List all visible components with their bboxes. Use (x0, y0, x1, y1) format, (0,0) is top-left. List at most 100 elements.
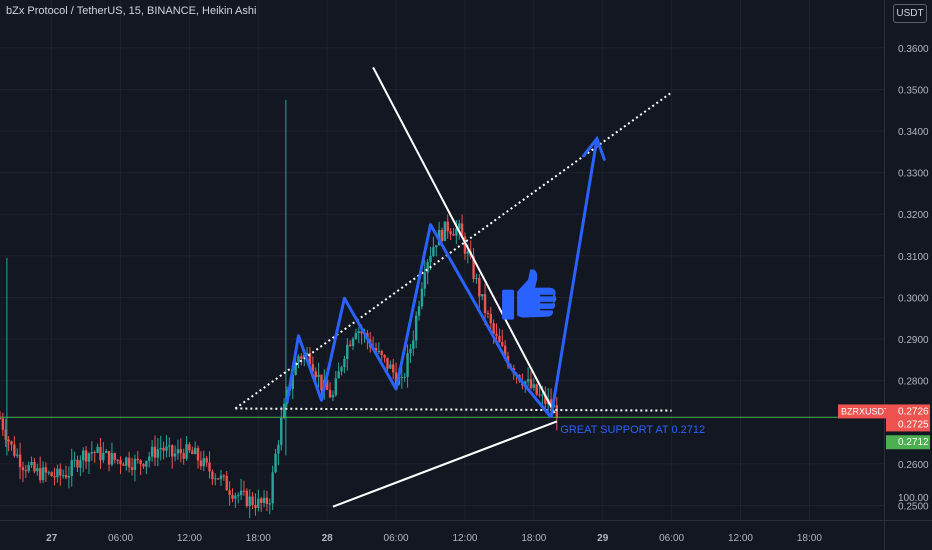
candle-body (414, 315, 418, 341)
candle-body (119, 459, 122, 465)
thumbs-up-icon (502, 269, 557, 320)
candle-body (104, 451, 108, 453)
x-tick-label: 12:00 (177, 533, 202, 544)
candle-body (202, 458, 205, 467)
candle-body (156, 449, 160, 458)
candle-body (191, 450, 194, 455)
price-label: 0.2726 (898, 406, 929, 417)
candle-body (351, 338, 355, 346)
candle-body (340, 367, 343, 372)
candle-body (389, 364, 392, 369)
candle-body (409, 348, 412, 354)
candle-body (383, 355, 386, 358)
price-label-box (886, 435, 930, 450)
candle-body (182, 453, 185, 459)
candle-body (343, 358, 346, 368)
candle-body (145, 460, 148, 467)
candle-body (1, 418, 5, 430)
y-tick-label: 0.3300 (898, 169, 929, 180)
candle-body (472, 256, 475, 279)
candle-body (535, 384, 538, 395)
candle-body (61, 475, 65, 477)
candle-body (171, 445, 174, 457)
y-bottom-label: 100.00 (898, 493, 929, 504)
candle-body (0, 418, 2, 420)
y-tick-label: 0.2500 (898, 501, 929, 512)
candle-body (446, 221, 449, 232)
candle-body (314, 371, 317, 378)
candle-body (380, 351, 383, 356)
candle-body (348, 344, 352, 346)
x-tick-label: 18:00 (797, 533, 822, 544)
x-tick-label: 06:00 (108, 533, 133, 544)
candle-body (317, 374, 320, 378)
falling-trendline (372, 66, 556, 414)
price-label-box (886, 417, 930, 432)
candle-body (196, 447, 200, 461)
candle-body (73, 459, 76, 461)
candle-body (99, 446, 102, 461)
candle-body (503, 345, 507, 357)
candle-body (116, 459, 119, 461)
candle-body (291, 374, 294, 390)
candle-body (44, 467, 48, 473)
price-label: 0.2725 (898, 419, 929, 430)
x-tick-label: 06:00 (384, 533, 409, 544)
candle-body (18, 454, 22, 468)
candle-body (242, 490, 246, 492)
y-tick-label: 0.3000 (898, 293, 929, 304)
candle-body (331, 395, 335, 398)
candle-body (84, 450, 88, 462)
candle-body (130, 467, 134, 470)
candles (0, 214, 559, 519)
candle-body (87, 453, 91, 462)
candle-body (357, 331, 360, 334)
candle-body (311, 363, 315, 372)
candle-body (555, 405, 559, 419)
y-tick-label: 0.3400 (898, 127, 929, 138)
candle-body (377, 351, 381, 353)
candle-body (139, 460, 142, 465)
candle-body (303, 354, 306, 359)
candle-body (440, 229, 444, 241)
candle-body (76, 459, 79, 468)
candle-body (544, 394, 547, 404)
candle-body (458, 223, 461, 229)
candle-body (33, 461, 36, 472)
candle-body (205, 458, 208, 463)
candle-body (133, 458, 137, 470)
candle-body (228, 490, 231, 496)
currency-button[interactable]: USDT (893, 4, 927, 23)
candle-body (188, 444, 191, 451)
candle-body (168, 445, 171, 447)
candle-body (234, 495, 237, 499)
candle-body (127, 457, 131, 468)
candle-body (526, 379, 530, 382)
candle-body (406, 353, 409, 377)
candle-body (90, 452, 94, 454)
symbol-label-box (838, 404, 888, 419)
candle-body (199, 460, 203, 467)
x-tick-label: 06:00 (659, 533, 684, 544)
y-tick-label: 0.3100 (898, 252, 929, 263)
target-arrow-shaft (549, 138, 599, 418)
candle-body (280, 418, 283, 445)
y-tick-label: 0.3200 (898, 210, 929, 221)
candle-body (107, 451, 111, 465)
candle-body (110, 453, 114, 465)
candle-body (208, 462, 211, 472)
candle-body (251, 496, 254, 506)
candle-body (136, 458, 139, 461)
candle-body (417, 306, 421, 316)
candle-body (64, 475, 68, 478)
candle-body (237, 495, 240, 497)
candle-body (96, 446, 99, 453)
candle-body (501, 342, 504, 346)
candle-body (463, 236, 467, 254)
candle-body (400, 377, 404, 379)
candle-body (27, 465, 30, 472)
candle-body (59, 468, 62, 476)
x-tick-label: 18:00 (246, 533, 271, 544)
